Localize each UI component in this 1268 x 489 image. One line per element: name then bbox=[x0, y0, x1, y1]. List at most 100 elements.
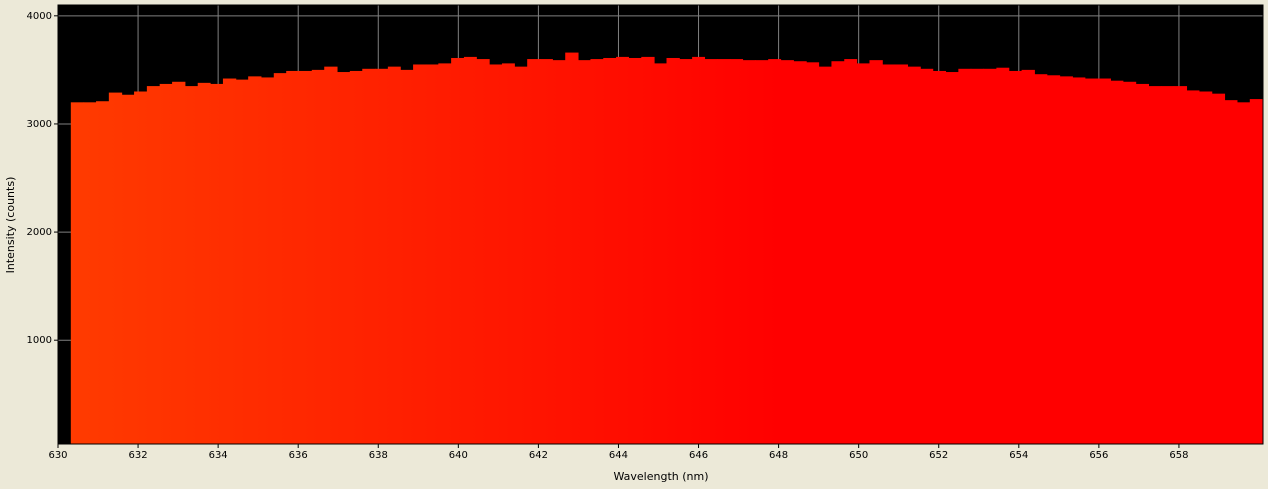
bar bbox=[413, 64, 427, 444]
bar bbox=[451, 57, 465, 444]
bar bbox=[742, 60, 756, 444]
x-tick-label: 652 bbox=[929, 450, 948, 461]
bar bbox=[134, 91, 148, 444]
bar bbox=[400, 69, 414, 445]
bar bbox=[590, 59, 604, 445]
bar bbox=[324, 66, 338, 445]
x-tick-label: 654 bbox=[1009, 450, 1028, 461]
bar bbox=[1148, 86, 1162, 444]
bar bbox=[172, 81, 186, 444]
bar bbox=[286, 70, 300, 444]
bar bbox=[768, 59, 782, 445]
bar bbox=[704, 59, 718, 445]
bar bbox=[970, 68, 985, 444]
bar bbox=[1160, 86, 1175, 444]
bar bbox=[932, 70, 947, 444]
bar bbox=[425, 64, 439, 444]
bar bbox=[552, 60, 566, 444]
bar bbox=[514, 66, 528, 445]
bar bbox=[1135, 83, 1150, 444]
bar bbox=[260, 77, 275, 445]
bar bbox=[235, 79, 249, 445]
bar bbox=[856, 63, 870, 445]
bar bbox=[463, 56, 477, 444]
bar bbox=[540, 59, 553, 445]
bar bbox=[818, 66, 832, 445]
bar bbox=[1224, 100, 1238, 444]
bar bbox=[501, 63, 515, 445]
bar bbox=[121, 94, 135, 444]
bar bbox=[755, 60, 769, 444]
bar bbox=[1249, 99, 1264, 445]
bar bbox=[299, 70, 313, 444]
bar bbox=[108, 92, 123, 444]
x-axis-label: Wavelength (nm) bbox=[613, 470, 708, 483]
bar bbox=[438, 63, 452, 445]
bar bbox=[197, 82, 211, 444]
x-tick-label: 640 bbox=[449, 450, 468, 461]
bar bbox=[920, 68, 934, 444]
bar bbox=[489, 64, 503, 444]
bar bbox=[1046, 75, 1061, 444]
x-tick-label: 636 bbox=[289, 450, 308, 461]
x-tick-label: 632 bbox=[129, 450, 148, 461]
bar bbox=[869, 60, 883, 444]
bar bbox=[248, 76, 262, 444]
bar bbox=[1122, 81, 1137, 444]
bar bbox=[1110, 80, 1124, 445]
bar bbox=[1021, 69, 1035, 445]
bar bbox=[793, 61, 807, 445]
y-tick-label: 2000 bbox=[27, 227, 52, 238]
plot-frame bbox=[57, 4, 1264, 445]
bar bbox=[337, 72, 351, 445]
y-tick-label: 4000 bbox=[27, 11, 52, 22]
bar bbox=[1034, 74, 1048, 445]
bar bbox=[1008, 70, 1023, 444]
bar bbox=[894, 64, 909, 444]
bar bbox=[831, 61, 845, 445]
bar bbox=[679, 59, 693, 445]
bar bbox=[362, 68, 376, 444]
bar bbox=[780, 60, 794, 444]
x-tick-label: 630 bbox=[48, 450, 67, 461]
x-tick-label: 642 bbox=[529, 450, 548, 461]
bar bbox=[159, 83, 173, 444]
bar bbox=[349, 70, 363, 444]
bar bbox=[628, 57, 642, 444]
bar bbox=[375, 68, 389, 444]
y-tick-label: 1000 bbox=[27, 335, 52, 346]
bar bbox=[1059, 76, 1073, 444]
bar bbox=[730, 59, 744, 445]
bar bbox=[1097, 78, 1111, 444]
bar bbox=[907, 66, 921, 445]
x-tick-label: 658 bbox=[1169, 450, 1188, 461]
bar bbox=[666, 57, 680, 444]
bar bbox=[184, 86, 199, 444]
bar bbox=[641, 56, 655, 444]
bar bbox=[996, 67, 1010, 444]
bar bbox=[1198, 91, 1213, 444]
bar bbox=[616, 56, 629, 444]
bar bbox=[1072, 77, 1086, 445]
bar bbox=[717, 59, 731, 445]
bar bbox=[603, 57, 617, 444]
bar bbox=[806, 62, 820, 444]
bar bbox=[578, 60, 591, 444]
bar bbox=[1173, 86, 1188, 444]
bar bbox=[70, 102, 85, 444]
y-tick-label: 3000 bbox=[27, 119, 52, 130]
x-tick-label: 648 bbox=[769, 450, 788, 461]
bar bbox=[1084, 78, 1099, 444]
bar bbox=[387, 66, 401, 445]
bar bbox=[96, 101, 110, 444]
x-tick-label: 656 bbox=[1089, 450, 1108, 461]
bar bbox=[83, 102, 97, 444]
bar bbox=[692, 56, 706, 444]
bar bbox=[476, 59, 490, 445]
bar bbox=[222, 78, 237, 444]
bar bbox=[1186, 90, 1200, 445]
bar bbox=[983, 68, 997, 444]
x-tick-label: 644 bbox=[609, 450, 628, 461]
bar bbox=[273, 73, 287, 444]
